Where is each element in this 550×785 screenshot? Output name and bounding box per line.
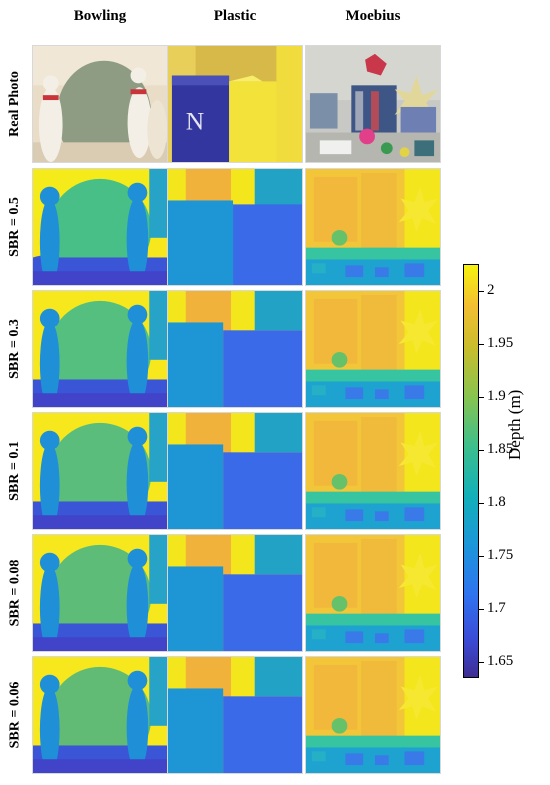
row-label-sbr-0-1: SBR = 0.1 <box>7 441 22 501</box>
row-label-real-photo: Real Photo <box>7 71 22 137</box>
colorbar-tick <box>479 290 484 292</box>
colorbar-tick-label: 1.95 <box>487 334 514 351</box>
colorbar-tick-label: 1.65 <box>487 653 514 670</box>
depth-bowling-sbr-0-06 <box>32 656 168 774</box>
colorbar-tick <box>479 555 484 557</box>
colorbar-tick-label: 1.75 <box>487 546 514 563</box>
depth-plastic-sbr-0-08 <box>167 534 303 652</box>
depth-moebius-sbr-0-3 <box>305 290 441 408</box>
colorbar-tick <box>479 343 484 345</box>
depth-bowling-sbr-0-1 <box>32 412 168 530</box>
colorbar-tick-label: 1.85 <box>487 440 514 457</box>
column-header-plastic: Plastic <box>213 8 257 24</box>
depth-bowling-sbr-0-08 <box>32 534 168 652</box>
depth-moebius-sbr-0-08 <box>305 534 441 652</box>
depth-plastic-sbr-0-1 <box>167 412 303 530</box>
photo-moebius <box>305 45 441 163</box>
colorbar-tick <box>479 449 484 451</box>
depth-bowling-sbr-0-5 <box>32 168 168 286</box>
depth-bowling-sbr-0-3 <box>32 290 168 408</box>
depth-plastic-sbr-0-5 <box>167 168 303 286</box>
photo-plastic: N <box>167 45 303 163</box>
depth-moebius-sbr-0-1 <box>305 412 441 530</box>
svg-text:N: N <box>186 107 205 136</box>
column-header-bowling: Bowling <box>73 8 127 24</box>
row-label-sbr-0-06: SBR = 0.06 <box>7 681 22 749</box>
photo-bowling <box>32 45 168 163</box>
depth-moebius-sbr-0-5 <box>305 168 441 286</box>
depth-plastic-sbr-0-06 <box>167 656 303 774</box>
depth-plastic-sbr-0-3 <box>167 290 303 408</box>
colorbar-tick-label: 1.9 <box>487 387 506 404</box>
colorbar-tick <box>479 502 484 504</box>
colorbar-tick <box>479 396 484 398</box>
row-label-sbr-0-3: SBR = 0.3 <box>7 319 22 379</box>
colorbar-tick <box>479 662 484 664</box>
depth-moebius-sbr-0-06 <box>305 656 441 774</box>
colorbar-tick-label: 1.7 <box>487 600 506 616</box>
column-header-moebius: Moebius <box>345 8 401 24</box>
depth-colorbar <box>463 264 479 678</box>
colorbar-tick <box>479 609 484 610</box>
row-label-sbr-0-5: SBR = 0.5 <box>7 197 22 257</box>
colorbar-title: Depth (m) <box>505 389 524 460</box>
colorbar-tick-label: 2 <box>487 281 495 298</box>
colorbar-tick-label: 1.8 <box>487 493 506 510</box>
row-label-sbr-0-08: SBR = 0.08 <box>7 559 22 627</box>
